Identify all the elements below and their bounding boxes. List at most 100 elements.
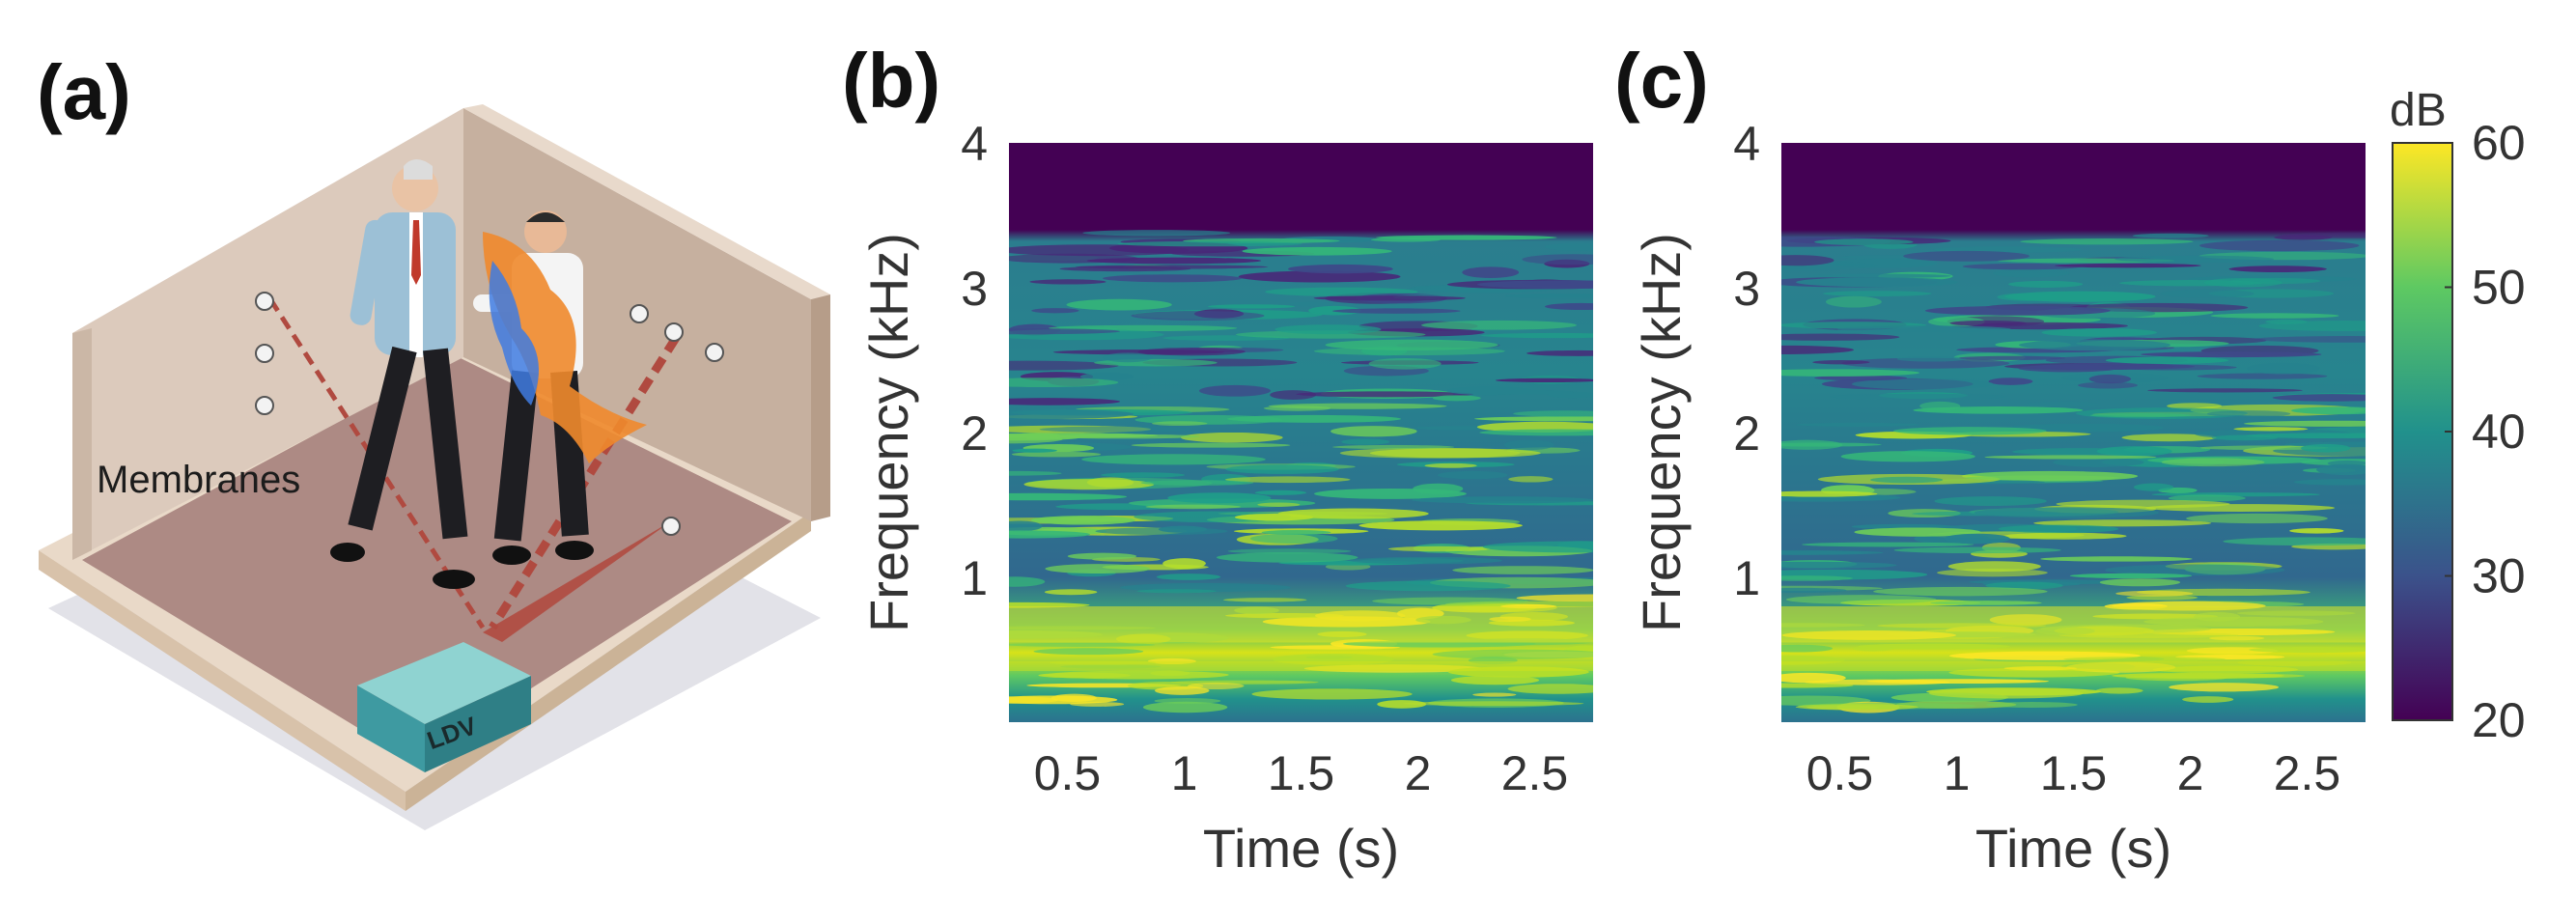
x-tick-label: 0.5 (1034, 746, 1102, 800)
spectral-streak (1349, 556, 1502, 565)
spectrogram-plot-b (1009, 143, 1593, 722)
spectral-streak (2089, 413, 2192, 418)
spectral-streak (1009, 398, 1121, 406)
spectral-streak (1857, 643, 2010, 650)
spectral-streak (1066, 298, 1172, 311)
spectral-streak (1944, 533, 2010, 545)
spectral-streak (1031, 308, 1079, 314)
spectral-streak (2105, 356, 2229, 364)
spectral-streak (1476, 280, 1593, 290)
x-tick-label: 2.5 (1501, 746, 1569, 800)
colorbar-title: dB (2390, 85, 2447, 136)
spectral-streak (1962, 263, 2083, 270)
spectral-streak (2169, 683, 2280, 692)
spectral-streak (2004, 291, 2156, 302)
membranes-label: Membranes (97, 459, 300, 501)
colorbar-tick-label: 50 (2472, 261, 2526, 315)
spectral-streak (1841, 357, 2010, 369)
spectral-streak (2265, 319, 2308, 324)
spectral-streak (2160, 289, 2254, 298)
spectral-streak (2152, 665, 2299, 674)
spectral-streak (1781, 345, 1854, 354)
spectral-streak (1516, 594, 1593, 602)
x-tick-label: 0.5 (1806, 746, 1874, 800)
spectral-streak (1420, 320, 1578, 330)
spectral-streak (1235, 330, 1426, 339)
spectral-streak (1802, 542, 1974, 547)
spectral-streak (1377, 700, 1427, 709)
spectral-streak (2141, 351, 2322, 358)
spectral-streak (1050, 659, 1157, 665)
spectral-streak (1403, 701, 1584, 707)
x-tick-label: 1 (1944, 746, 1971, 800)
spectral-streak (2105, 564, 2285, 576)
spectral-streak (1009, 576, 1046, 587)
spectral-streak (1544, 242, 1593, 251)
spectral-streak (1919, 401, 1961, 411)
spectral-streak (1303, 664, 1484, 673)
spectral-streak (1009, 244, 1189, 257)
spectral-streak (2053, 457, 2144, 467)
spectral-streak (1796, 422, 1919, 427)
spectral-streak (1806, 273, 1951, 279)
spectral-streak (1892, 427, 2047, 435)
spectral-streak (1503, 294, 1593, 298)
spectral-streak (1103, 352, 1153, 363)
spectral-streak (2069, 573, 2193, 579)
spectral-streak (1924, 305, 2111, 316)
panel-label-b: (b) (842, 38, 941, 124)
colorbar-tick-label: 20 (2472, 693, 2526, 747)
spectral-streak (1140, 480, 1254, 486)
spectral-streak (1368, 357, 1442, 370)
spectral-streak (1424, 462, 1477, 468)
spectral-streak (1009, 360, 1119, 371)
spectral-streak (1450, 675, 1540, 685)
spectral-streak (1479, 429, 1593, 436)
spectral-streak (1473, 416, 1593, 422)
spectral-streak (2167, 403, 2223, 409)
spectral-streak (1046, 670, 1229, 680)
spectral-streak (2291, 406, 2366, 415)
spectral-streak (2301, 443, 2351, 453)
spectral-streak (1998, 524, 2119, 534)
spectral-streak (1896, 356, 1967, 362)
spectral-streak (1009, 530, 1090, 539)
spectral-streak (1009, 378, 1119, 388)
spectral-streak (2316, 463, 2366, 476)
spectral-streak (1249, 533, 1338, 545)
spectral-streak (1075, 265, 1269, 269)
spectral-streak (1199, 384, 1271, 397)
spectral-streak (1223, 598, 1307, 602)
spectral-streak (1472, 692, 1517, 697)
y-axis-label: Frequency (kHz) (1631, 233, 1692, 632)
spectral-streak (1781, 561, 1897, 570)
spectral-streak (1851, 378, 1994, 390)
spectral-streak (1234, 514, 1314, 521)
spectral-streak (2244, 420, 2366, 427)
spectral-streak (2095, 687, 2143, 694)
spectral-streak (2247, 362, 2320, 375)
spectral-streak (1781, 333, 1900, 341)
spectrogram-c: 0.5 1 1.5 2 2.5 1 2 3 4 Time (s) Frequency (kHz) (1631, 117, 2366, 879)
spectral-streak (1167, 492, 1272, 504)
spectral-streak (1012, 448, 1057, 453)
spectral-streak (1145, 504, 1242, 510)
spectral-streak (1238, 270, 1401, 283)
spectral-streak (1009, 696, 1058, 704)
spectral-streak (2088, 374, 2132, 384)
spectral-streak (1009, 434, 1063, 444)
spectral-streak (2019, 339, 2170, 351)
spectral-streak (1829, 393, 2007, 400)
spectral-streak (2063, 657, 2226, 662)
spectral-streak (1261, 530, 1331, 535)
colorbar-tick-label: 40 (2472, 405, 2526, 459)
colorbar-gradient (2392, 142, 2453, 721)
spectral-streak (1207, 304, 1296, 309)
spectral-streak (2003, 532, 2127, 540)
spectral-streak (1930, 601, 2042, 605)
spectral-streak (2199, 445, 2329, 451)
spectral-streak (1313, 347, 1505, 356)
spectral-streak (1840, 451, 1975, 462)
spectral-streak (2274, 235, 2333, 240)
spectral-streak (1462, 266, 1520, 278)
